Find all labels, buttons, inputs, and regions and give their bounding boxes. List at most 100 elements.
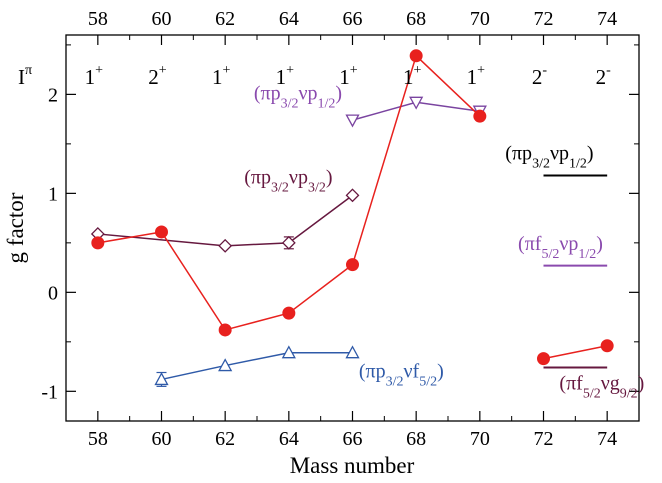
label-part: νg (601, 372, 620, 394)
label-part: 9/2 (620, 386, 638, 401)
spin-value-sup: + (222, 63, 230, 78)
y-tick-label: 1 (48, 183, 58, 205)
label-part: 3/2 (308, 180, 326, 195)
y-tick-label: 0 (48, 282, 58, 304)
x-tick-label: 74 (597, 428, 617, 450)
spin-value-sup: + (95, 63, 103, 78)
series-label: (πp3/2νp3/2) (244, 166, 332, 195)
y-axis-label: g factor (3, 192, 28, 263)
data-point (218, 358, 233, 372)
spin-value: 1+ (276, 63, 295, 89)
data-point (600, 339, 614, 353)
spin-value: 2+ (148, 63, 167, 89)
spin-value: 2- (532, 63, 548, 89)
label-part: νp (289, 166, 308, 188)
series-group (154, 345, 360, 387)
label-part: (πp (254, 82, 281, 104)
spin-value-base: 2 (532, 65, 543, 89)
data-point (155, 225, 168, 239)
label-part: 5/2 (541, 246, 559, 261)
data-point (409, 49, 423, 63)
label-part: ) (596, 233, 603, 255)
spin-value-base: 1 (85, 65, 96, 89)
spin-value-sup: + (413, 63, 421, 78)
series-line (161, 351, 353, 381)
label-part: (πf (559, 372, 583, 394)
series-label: (πp3/2νf5/2) (359, 360, 444, 389)
reference-label: (πf5/2νg9/2) (559, 372, 644, 401)
x-top-tick-label: 70 (470, 8, 490, 30)
label-part: 1/2 (569, 156, 587, 171)
x-top-tick-label: 64 (279, 8, 299, 30)
spin-value: 1+ (467, 63, 486, 89)
label-part: (πp (244, 166, 271, 188)
label-part: 3/2 (386, 374, 404, 389)
spin-value-base: 1 (339, 65, 350, 89)
label-part: 3/2 (281, 96, 299, 111)
label-part: νp (550, 143, 569, 165)
data-point (409, 96, 424, 110)
data-point (473, 109, 487, 123)
label-part: ) (326, 166, 333, 188)
data-series (90, 49, 614, 387)
reference-label: (πp3/2νp1/2) (505, 143, 593, 172)
label-part: ) (437, 360, 444, 382)
axis-ticks: 585860606262646466666868707072727474-101… (41, 8, 640, 450)
label-part: ) (335, 82, 342, 104)
spin-value-sup: + (286, 63, 294, 78)
spin-value-base: 2 (596, 65, 607, 89)
series-group (90, 188, 360, 253)
label-part: 1/2 (578, 246, 596, 261)
spin-value-sup: + (477, 63, 485, 78)
spin-value: 1+ (403, 63, 422, 89)
spin-value-sup: - (542, 63, 547, 78)
data-point (281, 345, 296, 359)
x-top-tick-label: 74 (597, 8, 617, 30)
data-point (218, 238, 233, 253)
data-point (281, 235, 296, 250)
y-tick-label: -1 (41, 381, 58, 403)
label-part: 1/2 (318, 96, 336, 111)
spin-value-sup: + (350, 63, 358, 78)
data-point (346, 258, 359, 272)
label-part: 3/2 (271, 180, 289, 195)
series-line (543, 345, 608, 360)
spin-value: 2- (596, 63, 612, 89)
spin-value-base: 2 (148, 65, 159, 89)
x-tick-label: 62 (215, 428, 235, 450)
x-tick-label: 66 (343, 428, 363, 450)
reference-label: (πf5/2νp1/2) (518, 233, 603, 262)
plot-frame (65, 34, 640, 422)
label-part: νf (404, 360, 420, 382)
data-point (537, 352, 550, 366)
spin-value-sup: + (159, 63, 167, 78)
spin-parity-row: Iπ 1+ 2+ 1+ 1+ 1+ 1+ 1+ 2- 2- (18, 63, 611, 89)
x-top-tick-label: 72 (534, 8, 554, 30)
label-part: 5/2 (419, 374, 437, 389)
x-tick-label: 60 (152, 428, 172, 450)
label-part: (πp (505, 143, 532, 165)
spin-value: 1+ (339, 63, 358, 89)
spin-value-base: 1 (403, 65, 414, 89)
reference-lines (543, 174, 608, 369)
label-part: (πp (359, 360, 386, 382)
x-top-tick-label: 68 (406, 8, 426, 30)
data-point (345, 345, 360, 359)
spin-value-base: 1 (467, 65, 478, 89)
data-point (345, 188, 360, 203)
x-top-tick-label: 60 (152, 8, 172, 30)
x-top-tick-label: 62 (215, 8, 235, 30)
data-point (91, 236, 105, 250)
spin-value-base: 1 (276, 65, 287, 89)
label-part: 5/2 (583, 386, 601, 401)
spin-parity-label: Iπ (18, 63, 32, 89)
x-tick-label: 64 (279, 428, 299, 450)
label-part: ) (638, 372, 645, 394)
x-top-tick-label: 66 (343, 8, 363, 30)
spin-label-sup: π (25, 63, 32, 78)
spin-value: 1+ (212, 63, 231, 89)
data-point (154, 372, 169, 386)
data-point (218, 323, 232, 337)
label-part: (πf (518, 233, 542, 255)
x-tick-label: 70 (470, 428, 490, 450)
